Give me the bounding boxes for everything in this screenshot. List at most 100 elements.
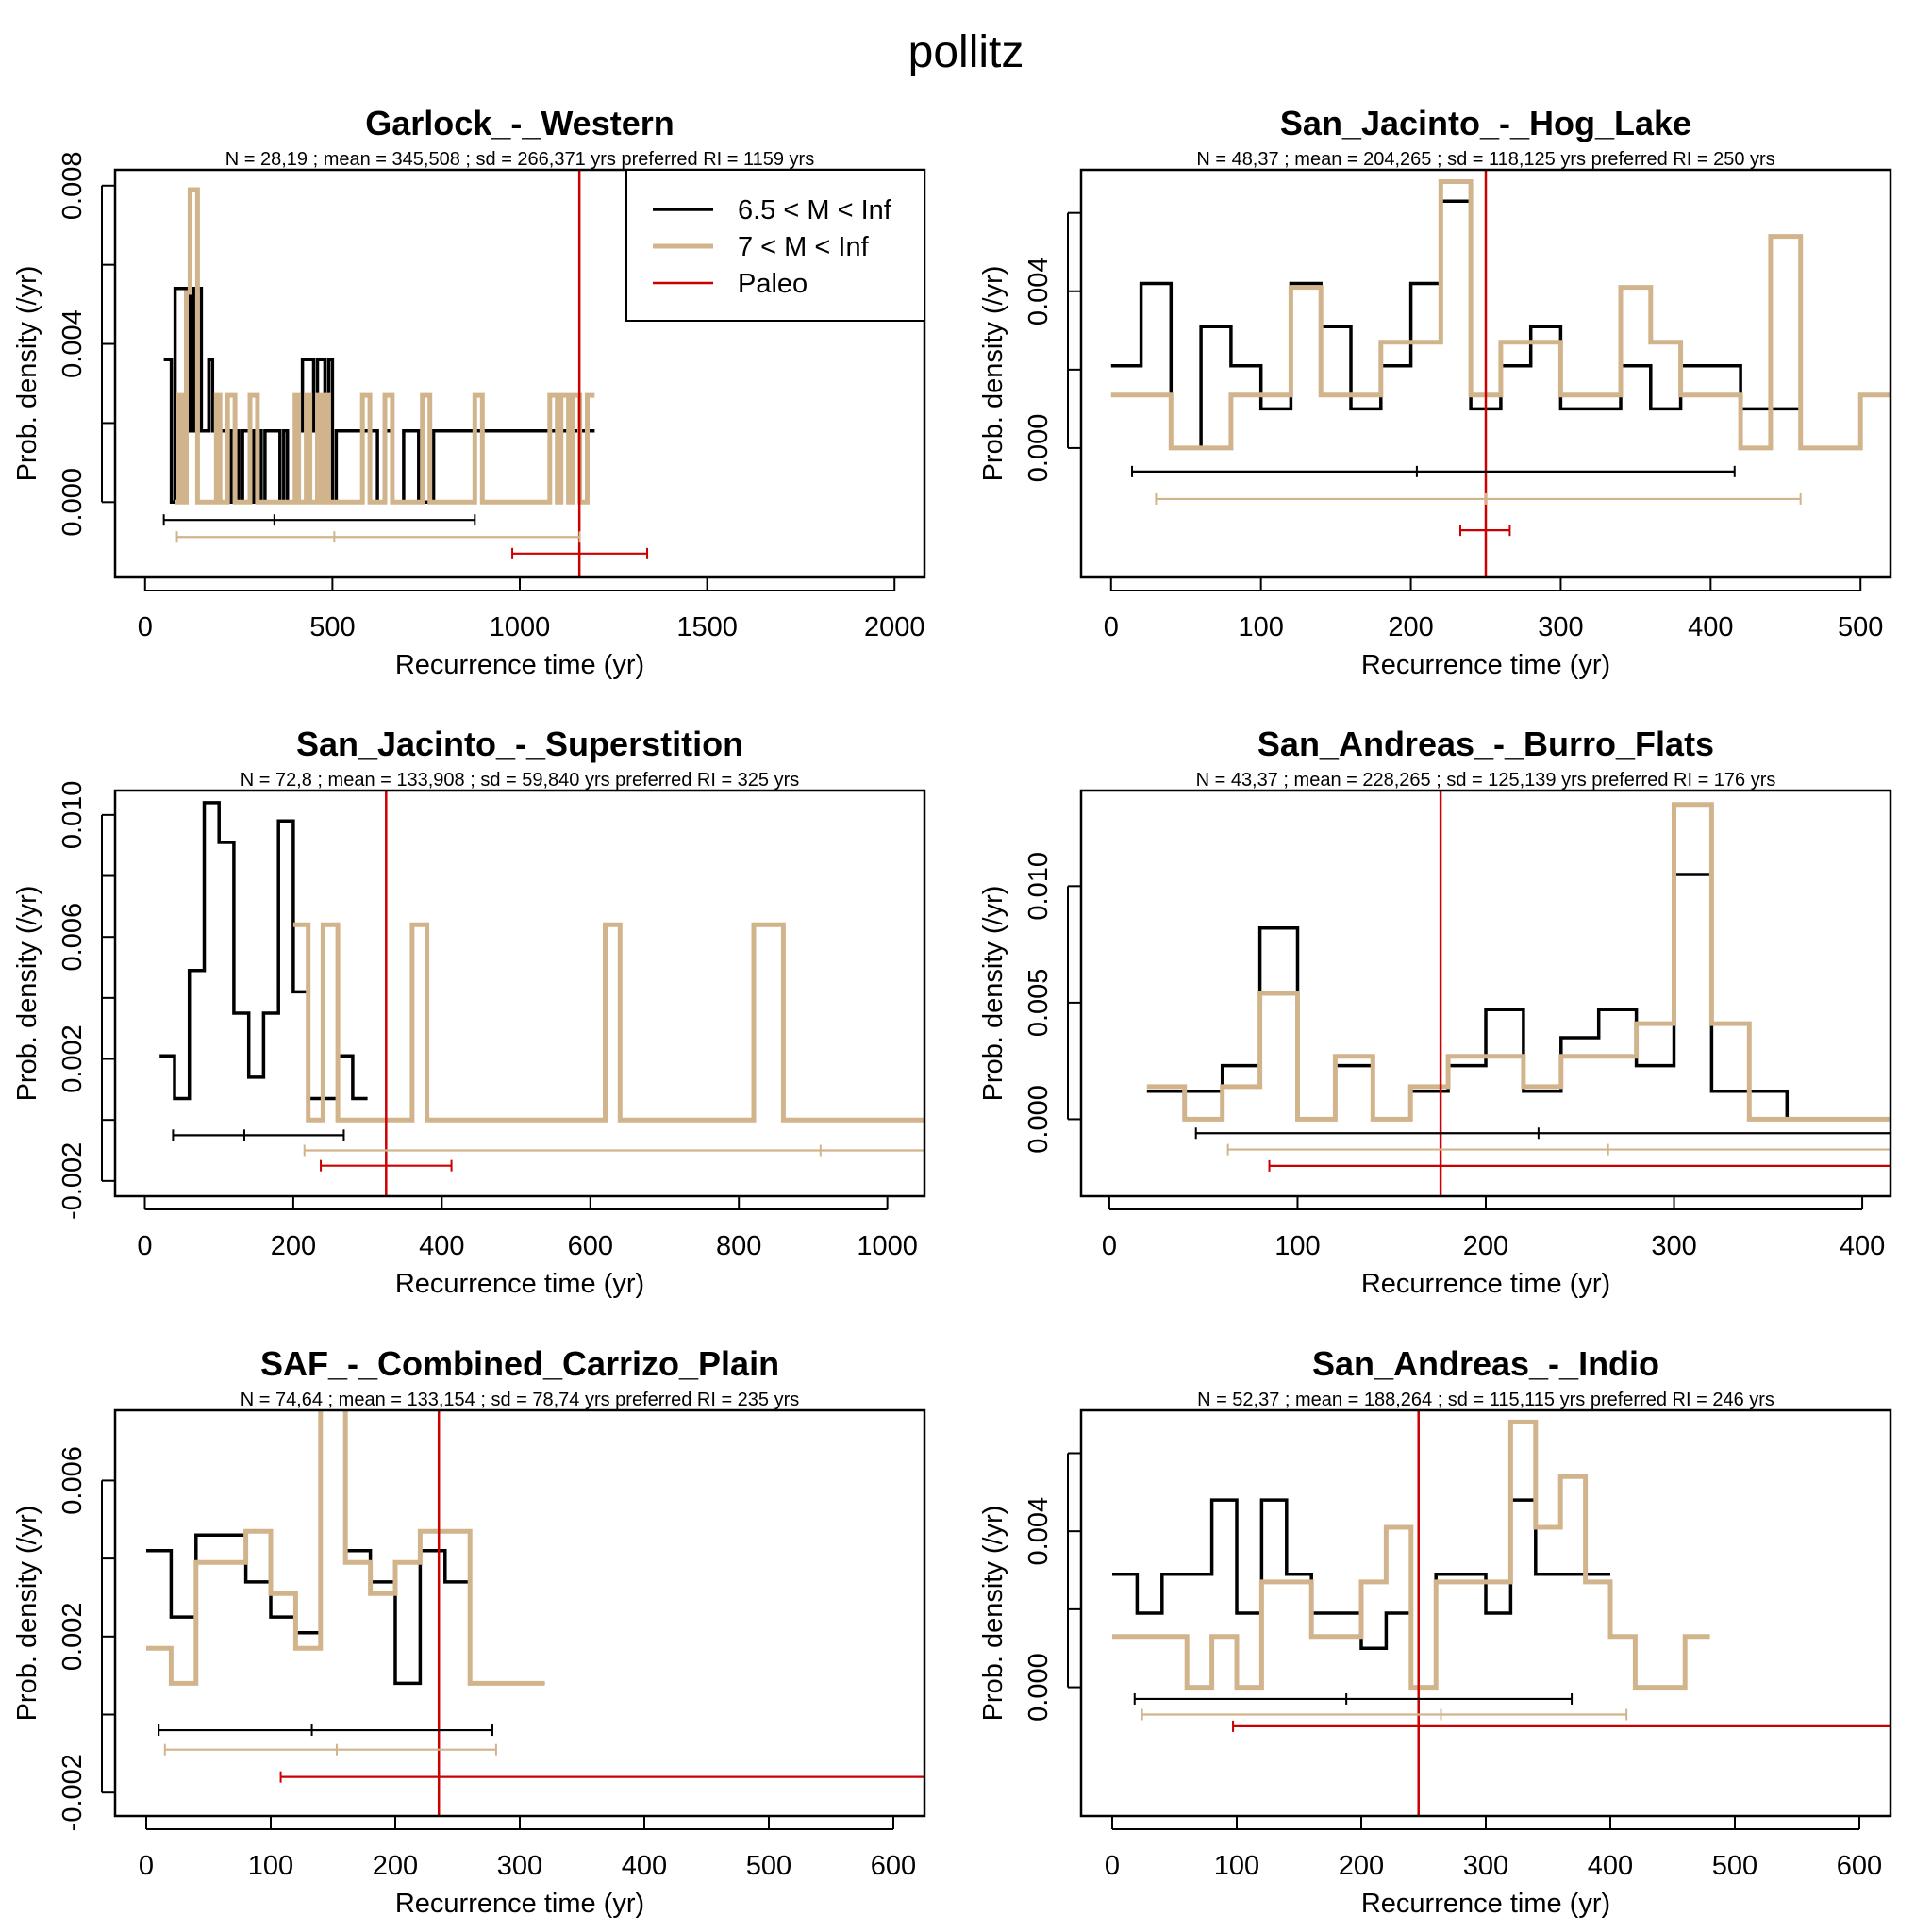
chart-title: San_Andreas_-_Indio <box>1312 1344 1659 1383</box>
plot-area <box>146 1410 924 1816</box>
x-tick-label: 0 <box>1105 1851 1120 1881</box>
series-line <box>292 922 924 1123</box>
y-tick-label: 0.000 <box>1024 1653 1054 1722</box>
plot-area <box>159 791 924 1196</box>
legend-label: Paleo <box>738 269 808 299</box>
chart-subtitle: N = 52,37 ; mean = 188,264 ; sd = 115,11… <box>1197 1390 1774 1410</box>
x-tick-label: 0 <box>138 612 153 642</box>
plot-area <box>1110 170 1890 577</box>
x-tick-label: 200 <box>271 1231 316 1261</box>
series-line <box>1110 179 1890 451</box>
series-line <box>175 187 595 505</box>
y-tick-label: 0.008 <box>58 151 88 220</box>
x-tick-label: 600 <box>871 1851 916 1881</box>
x-tick-label: 1500 <box>676 612 738 642</box>
y-tick-label: 0.010 <box>1024 852 1054 921</box>
chart-title: San_Jacinto_-_Superstition <box>296 724 743 763</box>
x-tick-label: 600 <box>1837 1851 1882 1881</box>
chart-title: San_Jacinto_-_Hog_Lake <box>1280 104 1691 142</box>
x-tick-label: 0 <box>1102 1231 1117 1261</box>
x-tick-label: 200 <box>1339 1851 1384 1881</box>
x-tick-label: 1000 <box>490 612 551 642</box>
x-axis-label: Recurrence time (yr) <box>395 1269 644 1299</box>
x-tick-label: 1000 <box>857 1231 918 1261</box>
x-axis-label: Recurrence time (yr) <box>1361 1269 1610 1299</box>
x-tick-label: 400 <box>622 1851 667 1881</box>
x-tick-label: 2000 <box>864 612 925 642</box>
plot-area <box>162 170 649 577</box>
y-axis-label: Prob. density (/yr) <box>978 1506 1008 1722</box>
chart-title: Garlock_-_Western <box>365 104 674 142</box>
x-axis-label: Recurrence time (yr) <box>1361 650 1610 680</box>
x-tick-label: 300 <box>1651 1231 1696 1261</box>
y-tick-label: 0.004 <box>1024 1497 1054 1566</box>
chart-subtitle: N = 28,19 ; mean = 345,508 ; sd = 266,37… <box>225 149 814 170</box>
y-tick-label: 0.004 <box>1024 257 1054 325</box>
chart-panel: Garlock_-_Western N = 28,19 ; mean = 345,… <box>12 104 926 680</box>
x-tick-label: 300 <box>1538 612 1583 642</box>
y-tick-label: 0.005 <box>1024 969 1054 1038</box>
y-tick-label: 0.010 <box>58 781 88 850</box>
chart-panel: SAF_-_Combined_Carrizo_Plain N = 74,64 ; … <box>12 1344 926 1919</box>
chart-title: SAF_-_Combined_Carrizo_Plain <box>260 1344 779 1383</box>
y-tick-label: 0.004 <box>58 309 88 378</box>
chart-panel: San_Jacinto_-_Superstition N = 72,8 ; mea… <box>12 724 926 1299</box>
series-line <box>1146 802 1890 1122</box>
y-tick-label: 0.006 <box>58 903 88 972</box>
plot-border <box>1079 789 1892 1198</box>
x-tick-label: 800 <box>716 1231 761 1261</box>
x-tick-label: 600 <box>568 1231 613 1261</box>
x-tick-label: 500 <box>1838 612 1883 642</box>
y-axis-label: Prob. density (/yr) <box>12 1506 42 1722</box>
x-axis-label: Recurrence time (yr) <box>395 650 644 680</box>
y-tick-label: 0.000 <box>58 468 88 537</box>
plot-border <box>113 1408 926 1818</box>
x-tick-label: 0 <box>1104 612 1119 642</box>
x-tick-label: 200 <box>1388 612 1433 642</box>
chart-subtitle: N = 72,8 ; mean = 133,908 ; sd = 59,840 … <box>241 770 800 791</box>
plot-border <box>1079 168 1892 579</box>
x-tick-label: 500 <box>746 1851 791 1881</box>
x-axis-label: Recurrence time (yr) <box>395 1889 644 1919</box>
x-tick-label: 200 <box>1463 1231 1508 1261</box>
y-axis-label: Prob. density (/yr) <box>12 886 42 1102</box>
x-tick-label: 500 <box>309 612 355 642</box>
x-tick-label: 400 <box>1688 612 1733 642</box>
x-tick-label: 100 <box>248 1851 293 1881</box>
y-axis-label: Prob. density (/yr) <box>978 886 1008 1102</box>
legend-label: 6.5 < M < Inf <box>738 195 892 225</box>
y-tick-label: -0.002 <box>58 1142 88 1220</box>
x-axis-label: Recurrence time (yr) <box>1361 1889 1610 1919</box>
x-tick-label: 100 <box>1214 1851 1259 1881</box>
chart-panel: San_Andreas_-_Burro_Flats N = 43,37 ; mea… <box>978 724 1892 1299</box>
y-tick-label: -0.002 <box>58 1754 88 1831</box>
series-line <box>1112 1419 1710 1690</box>
y-tick-label: 0.002 <box>58 1024 88 1093</box>
x-tick-label: 400 <box>1840 1231 1885 1261</box>
chart-panel: San_Jacinto_-_Hog_Lake N = 48,37 ; mean =… <box>978 104 1892 680</box>
x-tick-label: 200 <box>373 1851 418 1881</box>
x-tick-label: 0 <box>139 1851 154 1881</box>
x-tick-label: 300 <box>497 1851 542 1881</box>
chart-subtitle: N = 74,64 ; mean = 133,154 ; sd = 78,74 … <box>241 1390 800 1410</box>
chart-panel: San_Andreas_-_Indio N = 52,37 ; mean = 18… <box>978 1344 1892 1919</box>
legend-label: 7 < M < Inf <box>738 232 870 262</box>
x-tick-label: 500 <box>1712 1851 1757 1881</box>
chart-subtitle: N = 48,37 ; mean = 204,265 ; sd = 118,12… <box>1196 149 1774 170</box>
plot-border <box>1079 1408 1892 1818</box>
x-tick-label: 400 <box>419 1231 464 1261</box>
series-line <box>146 1410 545 1686</box>
series-line <box>1110 199 1801 450</box>
series-line <box>159 801 368 1101</box>
plot-area <box>1146 791 1890 1196</box>
x-tick-label: 400 <box>1588 1851 1633 1881</box>
y-tick-label: 0.002 <box>58 1603 88 1672</box>
y-tick-label: 0.000 <box>1024 414 1054 483</box>
y-tick-label: 0.006 <box>58 1446 88 1515</box>
plot-border <box>113 789 926 1198</box>
figure-title: pollitz <box>908 27 1024 77</box>
plot-border <box>113 168 926 579</box>
chart-subtitle: N = 43,37 ; mean = 228,265 ; sd = 125,13… <box>1196 770 1776 791</box>
chart-title: San_Andreas_-_Burro_Flats <box>1257 724 1714 763</box>
